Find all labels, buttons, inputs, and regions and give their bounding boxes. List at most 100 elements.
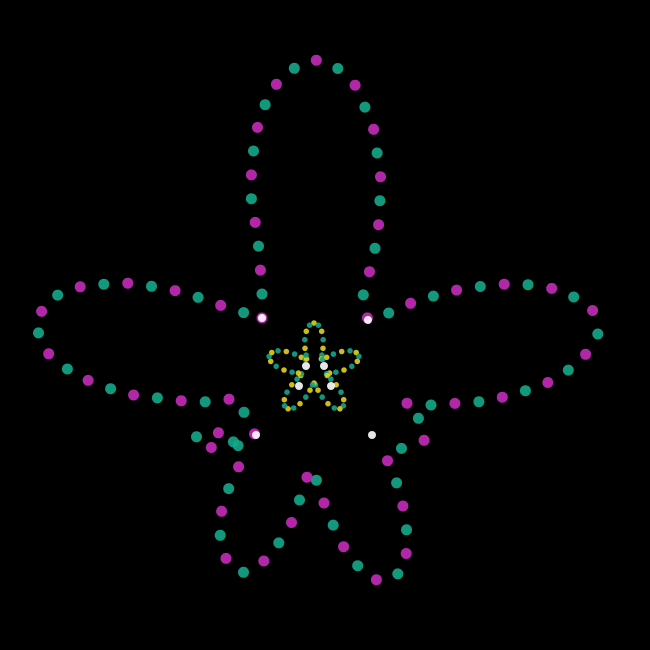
star-dot <box>309 382 316 388</box>
outline-dot <box>332 63 344 74</box>
outline-dot <box>249 216 261 228</box>
outline-dot <box>474 281 486 292</box>
outline-dot <box>205 442 217 453</box>
outline-dot <box>223 483 235 495</box>
outline-dot <box>245 193 257 205</box>
star-dot <box>295 370 302 376</box>
outline-dot <box>214 529 226 541</box>
outline-dot <box>43 348 55 360</box>
outline-dot <box>74 281 86 293</box>
star-dot <box>273 363 280 370</box>
star-dot <box>324 372 331 379</box>
outline-dot <box>568 291 580 303</box>
star-dot <box>303 352 309 358</box>
outline-dot <box>338 541 350 553</box>
highlight-dot <box>364 316 372 324</box>
star-dot <box>333 369 339 376</box>
outline-dot <box>405 297 417 309</box>
outline-dot <box>400 548 412 559</box>
outline-dot <box>252 121 263 133</box>
highlight-dot <box>252 431 260 439</box>
outline-dot <box>223 393 235 405</box>
outline-dot <box>542 377 554 388</box>
star-dot <box>283 348 290 355</box>
star-dot <box>303 328 310 335</box>
outline-dot <box>401 397 413 409</box>
star-dot <box>315 322 322 329</box>
star-dot <box>320 345 326 352</box>
outline-dot <box>122 277 134 289</box>
outline-dot <box>227 436 239 448</box>
outline-dot <box>105 383 117 395</box>
star-dot <box>349 363 355 370</box>
outline-dot <box>349 79 361 91</box>
outline-dot <box>220 552 232 564</box>
star-dot <box>338 348 345 355</box>
outline-dot <box>192 291 204 303</box>
outline-dot <box>318 497 330 509</box>
outline-dot <box>254 264 266 276</box>
outline-dot <box>36 305 48 317</box>
outline-dot <box>370 574 382 586</box>
outline-dot <box>248 145 259 157</box>
star-dot <box>323 354 330 361</box>
star-dot <box>325 400 331 407</box>
outline-dot <box>294 494 305 506</box>
star-dot <box>306 322 313 329</box>
outline-dot <box>580 348 592 360</box>
outline-dot <box>373 219 385 231</box>
star-dot <box>297 400 303 407</box>
outline-dot <box>562 364 574 376</box>
outline-dot <box>392 568 404 580</box>
outline-dot <box>270 78 282 90</box>
star-dot <box>281 367 287 373</box>
outline-dot <box>369 242 381 254</box>
outline-dot <box>256 288 268 300</box>
star-dot <box>338 389 344 396</box>
outline-dot <box>473 396 485 408</box>
outline-dot <box>327 519 339 531</box>
star-dot <box>337 406 343 412</box>
star-dot <box>356 353 362 360</box>
outline-dot <box>546 282 558 294</box>
star-dot <box>347 348 353 354</box>
star-dot <box>302 336 308 343</box>
highlight-dot <box>302 362 310 370</box>
outline-dot <box>128 389 140 401</box>
star-dot <box>354 358 361 365</box>
outline-dot <box>258 555 270 567</box>
outline-dot <box>371 147 383 159</box>
outline-dot <box>397 500 409 512</box>
outline-dot <box>391 477 403 489</box>
star-dot <box>281 403 288 409</box>
outline-dot <box>146 280 157 292</box>
outline-dot <box>352 560 364 572</box>
outline-dot <box>151 392 163 404</box>
outline-dot <box>592 328 604 340</box>
outline-dot <box>238 406 250 418</box>
highlight-dot <box>368 431 376 439</box>
star-dot <box>269 349 275 356</box>
star-dot <box>320 336 327 343</box>
star-dot <box>302 345 308 352</box>
outline-dot <box>427 290 439 302</box>
outline-dot <box>259 99 271 111</box>
outline-dot <box>498 278 510 290</box>
outline-dot <box>425 399 437 411</box>
outline-dot <box>382 455 393 467</box>
star-dot <box>319 394 326 400</box>
outline-dot <box>82 374 94 386</box>
outline-dot <box>368 123 380 135</box>
star-dot <box>294 376 300 382</box>
outline-dot <box>374 195 386 207</box>
star-dot <box>318 328 325 335</box>
outline-dot <box>310 54 322 66</box>
star-dot <box>290 405 297 411</box>
outline-dot <box>383 307 395 319</box>
outline-dot <box>519 385 531 397</box>
outline-dot <box>412 412 424 424</box>
star-dot <box>330 351 337 357</box>
outline-dot <box>522 279 534 291</box>
outline-dot <box>288 62 300 74</box>
outline-dot <box>238 566 249 578</box>
